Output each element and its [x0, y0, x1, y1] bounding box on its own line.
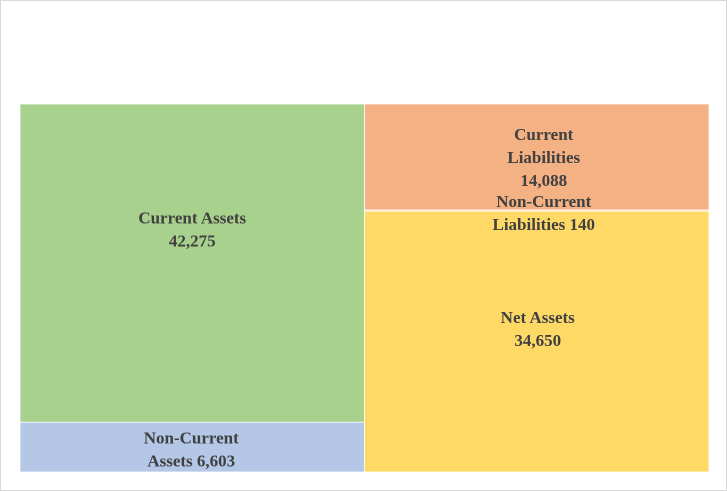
label-current-liabilities-line: Liabilities	[507, 148, 580, 167]
label-non-current-assets: Non-Current Assets 6,603	[144, 428, 239, 470]
label-net-assets-line: 34,650	[514, 331, 561, 350]
label-current-liabilities: Current Liabilities 14,088	[507, 125, 580, 190]
label-non-current-assets-line: Assets 6,603	[147, 451, 235, 470]
label-current-liabilities-line: 14,088	[520, 171, 567, 190]
label-current-assets: Current Assets 42,275	[138, 208, 246, 250]
tile-current-assets	[19, 103, 365, 423]
label-non-current-liabilities-line: Liabilities 140	[493, 215, 595, 234]
label-non-current-assets-line: Non-Current	[144, 428, 239, 447]
treemap-labels: Current Assets 42,275 Non-Current Assets 6,…	[138, 125, 595, 471]
label-net-assets: Net Assets 34,650	[501, 308, 576, 350]
label-net-assets-line: Net Assets	[501, 308, 576, 327]
treemap-tiles	[19, 103, 710, 473]
tile-current-liabilities	[364, 103, 710, 211]
label-non-current-liabilities-line: Non-Current	[496, 192, 591, 211]
tile-non-current-assets	[19, 421, 365, 473]
label-current-assets-line: 42,275	[169, 231, 216, 250]
label-non-current-liabilities: Non-Current Liabilities 140	[493, 192, 595, 234]
label-current-liabilities-line: Current	[514, 125, 574, 144]
tile-net-assets	[364, 210, 710, 473]
label-current-assets-line: Current Assets	[138, 208, 246, 227]
